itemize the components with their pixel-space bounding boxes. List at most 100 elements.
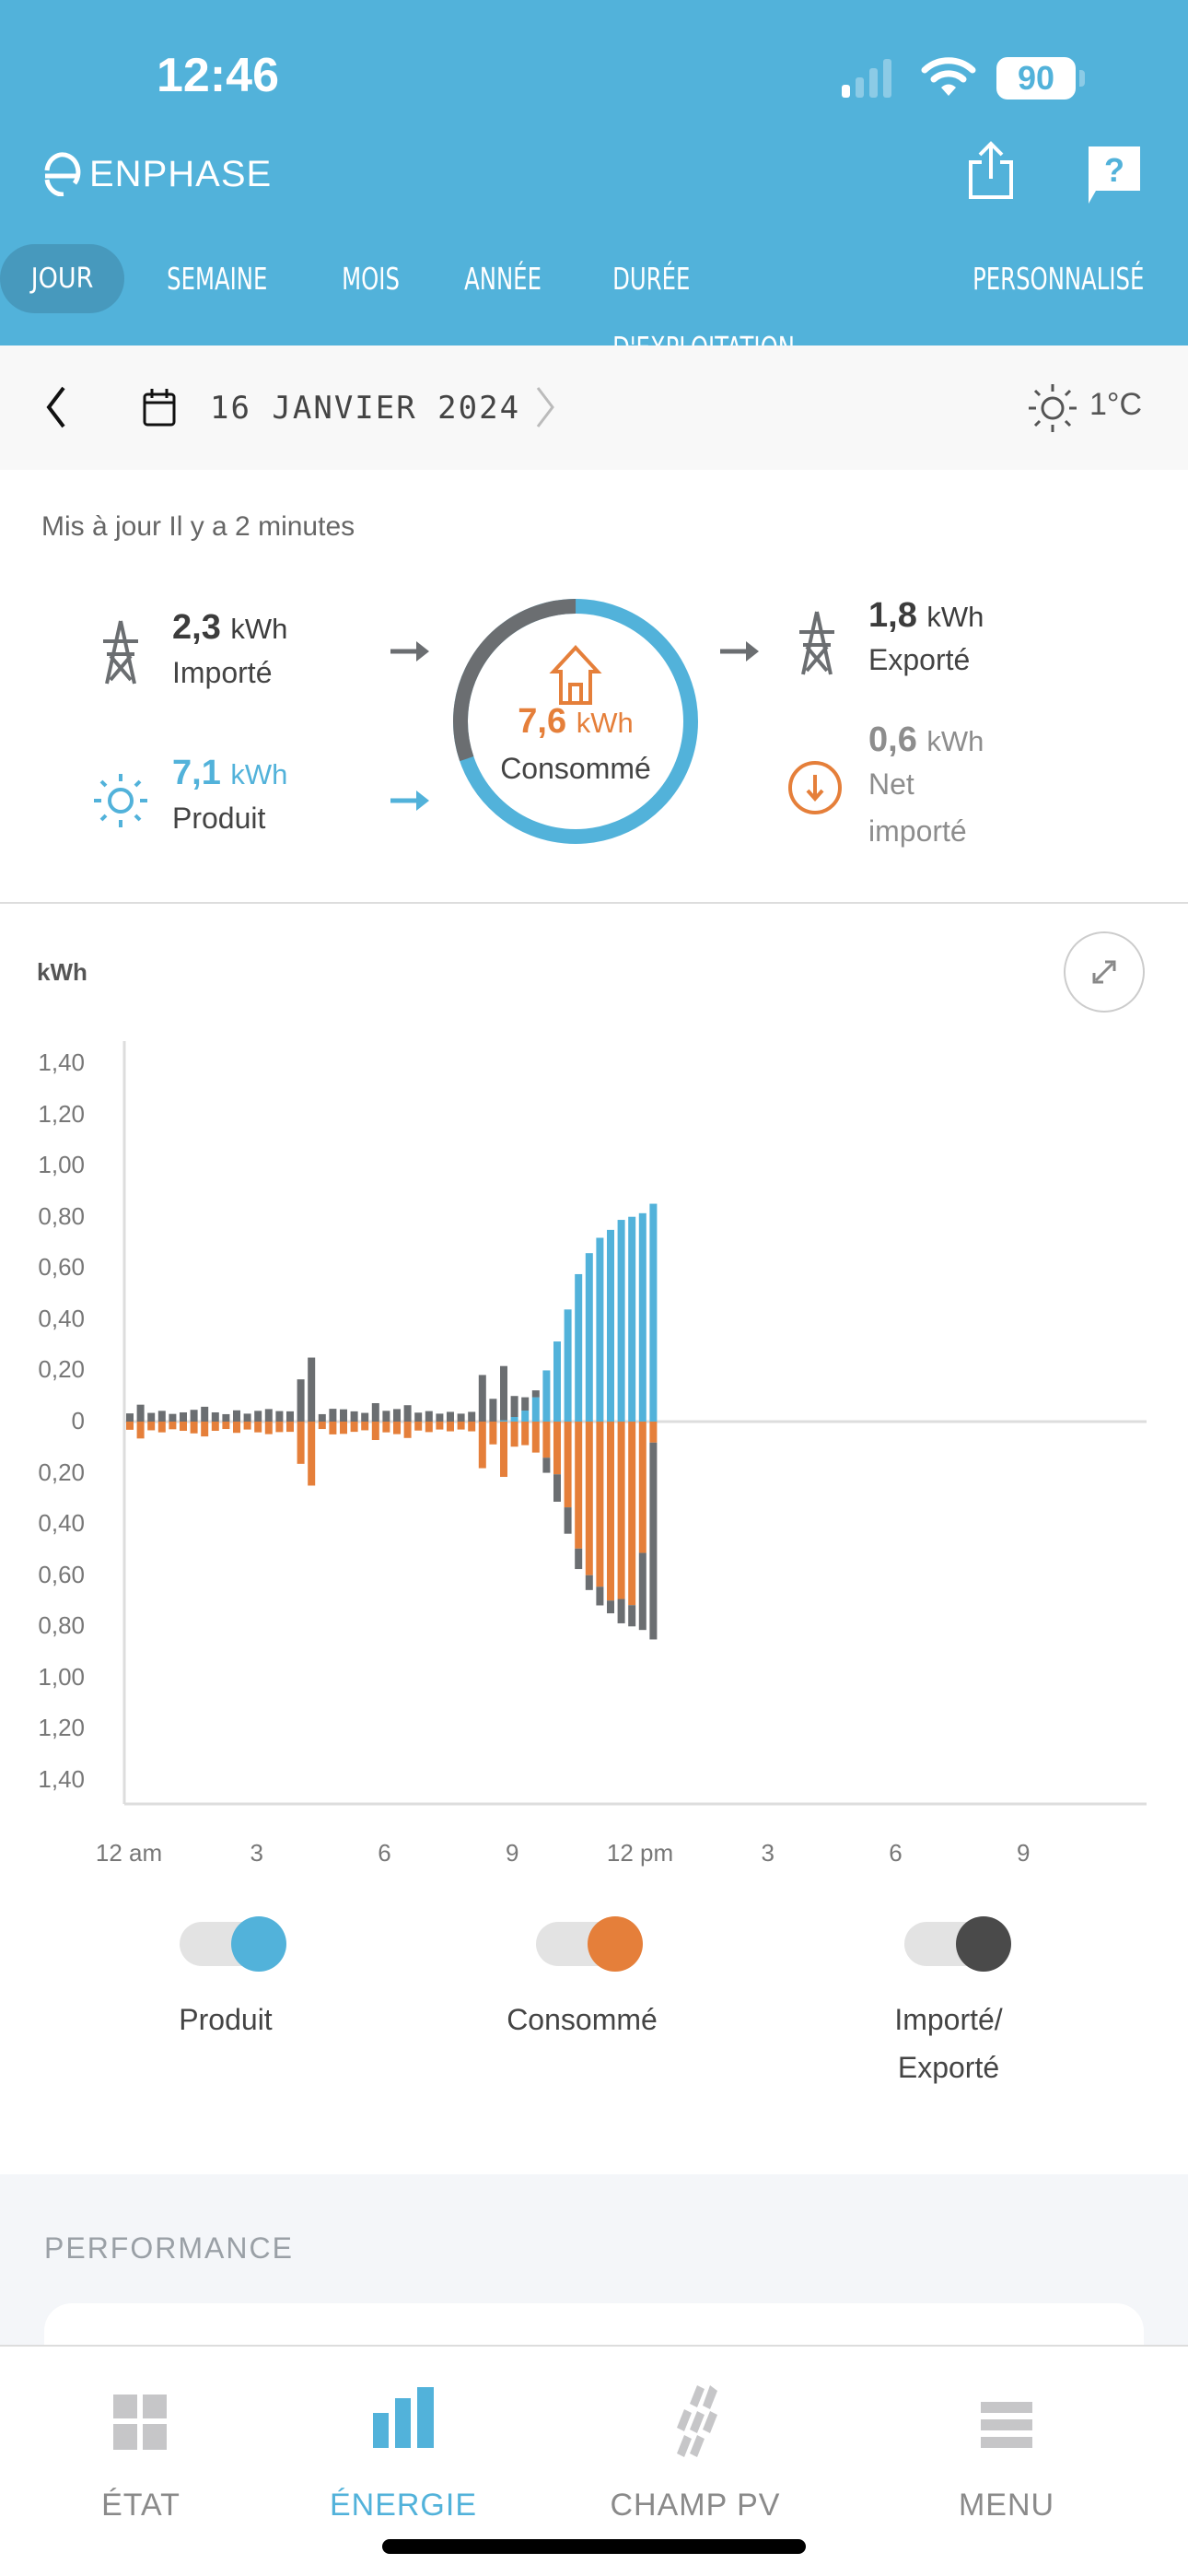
bar-consumed bbox=[157, 1422, 166, 1433]
grid-tower-export-icon bbox=[799, 611, 834, 675]
y-tick-label: 0,80 bbox=[38, 1201, 85, 1230]
bar-imported bbox=[308, 1357, 316, 1422]
net-unit: kWh bbox=[926, 725, 984, 757]
previous-day-chevron-icon[interactable] bbox=[41, 384, 69, 430]
bar-consumed bbox=[585, 1422, 593, 1575]
tab-mois[interactable]: MOIS bbox=[342, 261, 400, 297]
expand-chart-button[interactable] bbox=[1063, 931, 1146, 1013]
produced-value: 7,1 kWh bbox=[172, 754, 287, 793]
legend-toggle-produced[interactable] bbox=[180, 1916, 286, 1972]
x-tick-label: 6 bbox=[378, 1839, 391, 1867]
dashboard-grid-icon bbox=[113, 2395, 167, 2450]
hamburger-menu-icon bbox=[981, 2402, 1032, 2448]
toggle-track bbox=[180, 1916, 286, 1972]
bar-imported bbox=[393, 1409, 401, 1422]
y-tick-label: 0,60 bbox=[38, 1253, 85, 1282]
bar-consumed bbox=[275, 1422, 284, 1433]
tab-jour[interactable]: JOUR bbox=[0, 244, 124, 313]
performance-title: PERFORMANCE bbox=[44, 2231, 294, 2265]
last-updated: Mis à jour Il y a 2 minutes bbox=[41, 511, 355, 542]
bar-imported bbox=[254, 1411, 262, 1422]
bar-consumed bbox=[414, 1422, 423, 1431]
bar-produced bbox=[596, 1237, 604, 1422]
bar-consumed bbox=[308, 1422, 316, 1486]
share-icon[interactable] bbox=[965, 140, 1017, 201]
battery-level: 90 bbox=[1017, 59, 1055, 97]
expand-icon bbox=[1092, 960, 1116, 984]
bar-consumed bbox=[318, 1422, 326, 1430]
bar-imported bbox=[233, 1410, 240, 1422]
bar-imported bbox=[531, 1390, 540, 1398]
exported-value: 1,8 kWh bbox=[868, 596, 984, 636]
x-tick-label: 9 bbox=[506, 1839, 519, 1867]
bar-imported bbox=[243, 1413, 251, 1422]
nav-menu[interactable]: MENU bbox=[887, 2347, 1126, 2531]
legend-toggle-consumed[interactable] bbox=[536, 1916, 643, 1972]
sun-produced-icon bbox=[94, 774, 147, 827]
bar-imported bbox=[286, 1411, 294, 1422]
bar-imported bbox=[457, 1413, 465, 1422]
bar-imported bbox=[489, 1399, 497, 1422]
bar-consumed bbox=[126, 1422, 134, 1430]
toggle-knob bbox=[231, 1916, 286, 1972]
x-tick-label: 3 bbox=[761, 1839, 775, 1867]
bar-consumed bbox=[382, 1422, 390, 1433]
nav-etat-label: ÉTAT bbox=[101, 2488, 181, 2523]
bar-consumed bbox=[211, 1422, 219, 1432]
y-tick-label: 1,00 bbox=[38, 1151, 85, 1179]
bar-produced bbox=[585, 1253, 593, 1422]
bar-consumed bbox=[596, 1422, 604, 1587]
bar-produced bbox=[521, 1411, 530, 1422]
bar-consumed bbox=[628, 1422, 636, 1606]
y-tick-label: 1,00 bbox=[38, 1662, 85, 1691]
solar-array-icon bbox=[677, 2385, 717, 2457]
wifi-icon bbox=[921, 57, 976, 96]
house-icon bbox=[549, 645, 602, 705]
bar-produced bbox=[617, 1220, 625, 1422]
bar-consumed bbox=[243, 1422, 251, 1430]
consumption-ring bbox=[453, 599, 698, 844]
toggle-knob bbox=[588, 1916, 643, 1972]
net-number: 0,6 bbox=[868, 720, 917, 759]
nav-champ-pv-label: CHAMP PV bbox=[610, 2488, 781, 2523]
x-tick-label: 3 bbox=[250, 1839, 263, 1867]
bar-consumed bbox=[329, 1422, 337, 1434]
nav-energie[interactable]: ÉNERGIE bbox=[284, 2347, 523, 2531]
bar-imported bbox=[361, 1412, 369, 1422]
bar-consumed bbox=[393, 1422, 401, 1434]
exported-number: 1,8 bbox=[868, 596, 917, 635]
tab-semaine[interactable]: SEMAINE bbox=[167, 261, 268, 297]
app-header: 12:46 90 ENPHASE ? JOUR SEMAINE MOIS ANN… bbox=[0, 0, 1188, 366]
temperature: 1°C bbox=[1089, 387, 1143, 422]
bar-exported bbox=[585, 1575, 593, 1590]
calendar-icon[interactable] bbox=[142, 387, 177, 427]
bar-consumed bbox=[136, 1422, 145, 1439]
consumed-value: 7,6 kWh bbox=[447, 702, 705, 742]
help-icon[interactable]: ? bbox=[1085, 143, 1144, 207]
nav-champ-pv[interactable]: CHAMP PV bbox=[576, 2347, 815, 2531]
legend-toggle-imported-exported[interactable] bbox=[904, 1916, 1011, 1972]
bar-imported bbox=[350, 1411, 358, 1422]
brand-name: ENPHASE bbox=[89, 153, 273, 194]
bar-consumed bbox=[286, 1422, 294, 1433]
bar-produced bbox=[607, 1229, 614, 1422]
selected-date[interactable]: 16 JANVIER 2024 bbox=[210, 390, 521, 427]
bar-imported bbox=[190, 1410, 198, 1422]
bar-produced bbox=[564, 1309, 572, 1422]
x-tick-label: 12 am bbox=[95, 1839, 163, 1867]
bar-consumed bbox=[222, 1422, 230, 1430]
legend-imported-label: Importé/ bbox=[894, 2003, 1003, 2036]
next-day-chevron-icon[interactable] bbox=[532, 384, 560, 430]
produced-arrow-icon bbox=[390, 790, 429, 811]
bar-exported bbox=[617, 1598, 625, 1623]
tab-personnalise[interactable]: PERSONNALISÉ bbox=[973, 261, 1145, 297]
grid-tower-import-icon bbox=[103, 620, 138, 685]
tab-duree-exploitation[interactable]: DURÉE D'EXPLOITATION bbox=[612, 261, 795, 366]
y-tick-label: 1,20 bbox=[38, 1099, 85, 1128]
tab-annee[interactable]: ANNÉE bbox=[464, 261, 542, 297]
nav-etat[interactable]: ÉTAT bbox=[21, 2347, 261, 2531]
bar-consumed bbox=[478, 1422, 486, 1469]
svg-text:?: ? bbox=[1104, 151, 1124, 189]
consumed-number: 7,6 bbox=[518, 702, 567, 741]
bar-imported bbox=[414, 1412, 423, 1422]
